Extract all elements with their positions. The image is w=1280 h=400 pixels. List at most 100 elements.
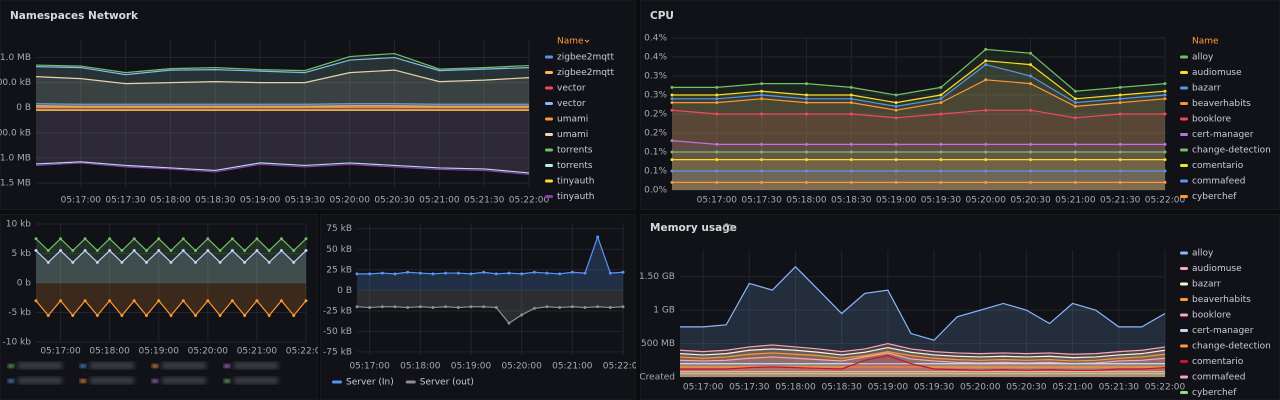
data-point (218, 249, 222, 253)
legend-label[interactable]: vector (557, 99, 586, 109)
data-point (1029, 74, 1033, 78)
data-point (939, 97, 943, 101)
data-point (59, 237, 63, 241)
data-point (83, 237, 87, 241)
x-tick-label: 05:20:00 (188, 347, 229, 357)
data-point (243, 249, 247, 253)
legend-label[interactable]: booklore (1192, 311, 1231, 321)
x-tick-label: 05:18:00 (775, 383, 816, 393)
legend-label[interactable]: audiomuse (1192, 264, 1242, 274)
panel-title: CPU (650, 10, 674, 22)
data-point (520, 313, 524, 317)
legend-header[interactable]: Name (1192, 37, 1219, 47)
legend-label[interactable]: comentario (1192, 161, 1244, 171)
data-point (894, 93, 898, 97)
series-line (35, 56, 530, 76)
data-point (760, 158, 764, 162)
data-point (715, 85, 719, 89)
data-point (596, 235, 600, 239)
x-tick-label: 05:18:00 (89, 347, 130, 357)
legend-label[interactable]: Server (In) (346, 378, 394, 388)
blurred-legend (18, 362, 62, 369)
data-point (406, 306, 410, 310)
data-point (144, 260, 148, 264)
data-point (1163, 158, 1167, 162)
y-tick-label: 0.1% (644, 167, 667, 177)
y-tick-label: -10 kb (3, 338, 32, 348)
y-tick-label: Created (639, 373, 675, 383)
data-point (120, 260, 124, 264)
legend-label[interactable]: torrents (557, 161, 593, 171)
data-point (1073, 142, 1077, 146)
data-point (532, 306, 536, 310)
legend-label[interactable]: vector (557, 84, 586, 94)
legend-label[interactable]: cyberchef (1192, 192, 1237, 202)
legend-label[interactable]: bazarr (1192, 84, 1221, 94)
panel: CPU 0.0% 0.1% 0.1% 0.2% 0.2% 0.3% 0.3% 0.4% 0.4% 0… (640, 0, 1280, 210)
data-point (1163, 142, 1167, 146)
legend-label[interactable]: bazarr (1192, 280, 1221, 290)
data-point (482, 270, 486, 274)
legend-label[interactable]: beaverhabits (1192, 99, 1251, 109)
legend-label[interactable]: zigbee2mqtt (557, 53, 614, 63)
legend-header[interactable]: Name (557, 37, 584, 47)
data-point (304, 249, 308, 253)
legend-label[interactable]: commafeed (1192, 373, 1245, 383)
blurred-legend (18, 377, 62, 384)
legend-label[interactable]: zigbee2mqtt (557, 68, 614, 78)
data-point (760, 97, 764, 101)
blurred-legend (224, 379, 230, 383)
legend-label[interactable]: Server (out) (420, 378, 474, 388)
y-tick-label: 500 MB (641, 339, 675, 349)
legend-swatch (1180, 179, 1188, 183)
legend-label[interactable]: alloy (1192, 53, 1214, 63)
x-tick-label: 05:18:00 (150, 196, 191, 206)
legend-label[interactable]: torrents (557, 146, 593, 156)
data-point (670, 101, 674, 105)
data-point (120, 249, 124, 253)
data-point (292, 313, 296, 317)
data-point (393, 272, 397, 276)
x-tick-label: 05:20:00 (330, 196, 371, 206)
panel-icon (723, 223, 732, 231)
y-tick-label: -500.0 kB (0, 128, 31, 138)
y-tick-label: -50 kB (323, 327, 352, 337)
legend-label[interactable]: umami (557, 130, 588, 140)
legend-label[interactable]: cert-manager (1192, 130, 1254, 140)
data-point (120, 313, 124, 317)
y-tick-label: 10 kb (6, 220, 32, 230)
legend-label[interactable]: audiomuse (1192, 68, 1242, 78)
legend-label[interactable]: cyberchef (1192, 388, 1237, 398)
data-point (760, 150, 764, 154)
panel-title: Memory usage (650, 222, 737, 234)
legend-swatch (545, 164, 553, 167)
legend-label[interactable]: cert-manager (1192, 326, 1254, 336)
legend-swatch (1180, 298, 1188, 301)
legend-swatch (545, 117, 553, 121)
data-point (469, 272, 473, 276)
legend-label[interactable]: booklore (1192, 115, 1231, 125)
data-point (532, 270, 536, 274)
data-point (169, 249, 173, 253)
data-point (570, 270, 574, 274)
series-line (679, 350, 1166, 362)
legend-label[interactable]: tinyauth (557, 177, 595, 187)
data-point (34, 237, 38, 241)
x-tick-label: 05:20:00 (960, 383, 1001, 393)
data-point (494, 272, 498, 276)
legend-label[interactable]: alloy (1192, 249, 1214, 259)
legend-label[interactable]: change-detection (1192, 342, 1271, 352)
legend-label[interactable]: comentario (1192, 357, 1244, 367)
legend-label[interactable]: umami (557, 115, 588, 125)
series-area (36, 107, 529, 173)
legend-label[interactable]: change-detection (1192, 146, 1271, 156)
y-tick-label: 0.0% (644, 186, 667, 196)
x-tick-label: 05:21:00 (419, 196, 460, 206)
x-tick-label: 05:21:30 (464, 196, 505, 206)
legend-label[interactable]: beaverhabits (1192, 295, 1251, 305)
legend-label[interactable]: commafeed (1192, 177, 1245, 187)
data-point (206, 299, 210, 303)
series-line (679, 342, 1166, 355)
legend-label[interactable]: tinyauth (557, 192, 595, 202)
